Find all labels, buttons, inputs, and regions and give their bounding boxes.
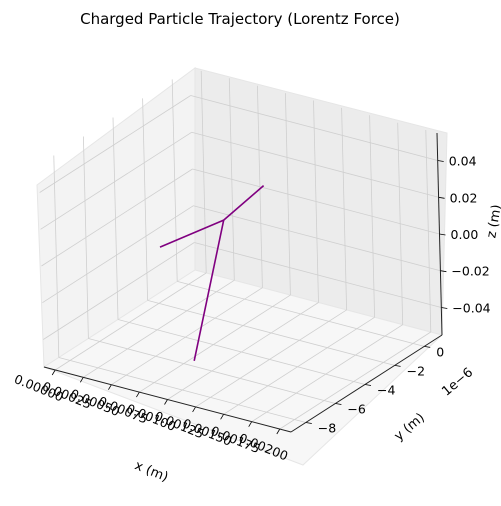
- z-tick-label: 0.00: [451, 227, 479, 242]
- z-tick-mark: [441, 307, 448, 309]
- z-grid-line-left: [39, 95, 191, 193]
- x-grid-line-floor: [223, 316, 375, 415]
- z-grid-line-left: [41, 168, 193, 267]
- y-tick-label: 0: [436, 344, 444, 359]
- z-grid-line-back: [193, 205, 441, 272]
- x-axis-line: [43, 366, 292, 433]
- x-tick-mark: [79, 377, 84, 383]
- z-tick-mark: [440, 270, 447, 273]
- x-grid-line-floor: [167, 302, 319, 400]
- x-tick-mark: [164, 399, 168, 405]
- z-grid-line-back: [191, 131, 439, 198]
- z-grid-line-back: [192, 168, 440, 235]
- y-tick-label: −8: [318, 421, 336, 436]
- x-grid-line-floor: [279, 331, 432, 430]
- y-tick-mark: [424, 346, 431, 348]
- z-axis-line: [436, 132, 443, 336]
- y-grid-line-floor: [147, 300, 395, 366]
- y-tick-label: −4: [377, 383, 395, 398]
- chart-title: Charged Particle Trajectory (Lorentz For…: [80, 10, 400, 28]
- y-grid-line-floor: [117, 319, 366, 385]
- x-grid-line-floor: [139, 294, 291, 393]
- x-tick-mark: [192, 406, 196, 413]
- x-axis-label: x (m): [132, 458, 170, 485]
- x-grid-line-floor: [111, 287, 263, 386]
- axis-lines: [43, 132, 448, 435]
- y-axis-line: [290, 334, 443, 433]
- y-grid-line-floor: [88, 338, 336, 404]
- y-tick-labels: −8 −6 −4 −2 0: [318, 344, 444, 435]
- grid-lines: [39, 70, 442, 430]
- y-tick-mark: [394, 365, 401, 367]
- x-grid-line-floor: [251, 324, 403, 423]
- z-grid-line-left: [43, 242, 195, 340]
- y-grid-line-floor: [58, 357, 306, 423]
- y-tick-label: −6: [347, 402, 365, 417]
- x-tick-mark: [136, 391, 140, 398]
- z-grid-line-left: [42, 205, 194, 304]
- z-grid-line-left: [40, 131, 192, 230]
- x-tick-mark: [276, 428, 281, 435]
- y-tick-mark: [364, 384, 372, 386]
- z-tick-label: 0.02: [450, 190, 478, 205]
- y-offset-text: 1e−6: [439, 365, 476, 399]
- z-tick-labels: −0.04 −0.02 0.00 0.02 0.04: [449, 154, 491, 316]
- axis-panes: [36, 67, 448, 466]
- y-axis-label: y (m): [392, 410, 428, 444]
- z-tick-mark: [439, 233, 446, 236]
- z-tick-mark: [437, 160, 444, 162]
- z-tick-label: 0.04: [449, 154, 477, 169]
- x-tick-mark: [220, 414, 224, 420]
- y-grid-line-floor: [177, 281, 425, 347]
- z-tick-label: −0.02: [451, 264, 489, 279]
- x-tick-mark: [51, 369, 56, 376]
- y-tick-mark: [305, 422, 312, 424]
- x-grid-line-floor: [195, 309, 347, 408]
- trajectory-series: [159, 184, 265, 361]
- z-tick-mark: [438, 196, 445, 199]
- trajectory-line: [193, 219, 225, 361]
- y-tick-label: −2: [407, 363, 425, 378]
- x-tick-mark: [108, 384, 112, 390]
- z-grid-line-back: [194, 242, 442, 308]
- z-tick-label: −0.04: [452, 301, 490, 316]
- z-axis-label: z (m): [484, 203, 501, 239]
- x-tick-mark: [248, 421, 253, 427]
- x-grid-line-floor: [83, 279, 235, 378]
- z-grid-line-back: [190, 95, 438, 161]
- x-grid-line-floor: [54, 272, 207, 371]
- y-tick-mark: [335, 403, 342, 405]
